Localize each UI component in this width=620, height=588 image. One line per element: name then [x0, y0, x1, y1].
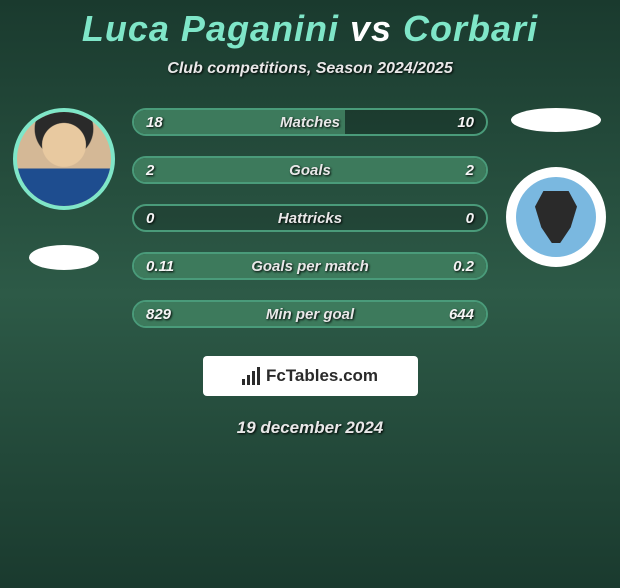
branding-badge: FcTables.com	[203, 356, 418, 396]
player2-name: Corbari	[403, 8, 538, 49]
player1-column	[4, 108, 124, 328]
stats-list: 18 Matches 10 2 Goals 2 0 Hattricks 0 0.11 Goals p…	[124, 108, 496, 328]
stat-value-left: 2	[146, 162, 154, 179]
stat-row: 829 Min per goal 644	[132, 300, 488, 328]
chart-icon	[242, 367, 260, 385]
stat-value-right: 0	[466, 210, 474, 227]
stat-value-left: 0	[146, 210, 154, 227]
stat-fill-left	[134, 158, 310, 182]
subtitle: Club competitions, Season 2024/2025	[0, 60, 620, 78]
stat-label: Goals per match	[251, 258, 369, 275]
stat-label: Matches	[280, 114, 340, 131]
stat-row: 18 Matches 10	[132, 108, 488, 136]
stat-row: 0.11 Goals per match 0.2	[132, 252, 488, 280]
player1-avatar	[13, 108, 115, 210]
vs-label: vs	[350, 8, 392, 49]
player1-name: Luca Paganini	[82, 8, 339, 49]
stat-value-left: 829	[146, 306, 171, 323]
player1-club-badge	[29, 245, 99, 270]
comparison-title: Luca Paganini vs Corbari	[0, 8, 620, 50]
comparison-body: 18 Matches 10 2 Goals 2 0 Hattricks 0 0.11 Goals p…	[0, 108, 620, 328]
player2-top-badge	[511, 108, 601, 132]
stat-value-right: 2	[466, 162, 474, 179]
stat-fill-right	[310, 158, 486, 182]
date-label: 19 december 2024	[0, 418, 620, 438]
branding-text: FcTables.com	[266, 366, 378, 386]
player2-column	[496, 108, 616, 328]
stat-value-right: 0.2	[453, 258, 474, 275]
stat-label: Goals	[289, 162, 331, 179]
stat-value-left: 18	[146, 114, 163, 131]
stat-value-right: 644	[449, 306, 474, 323]
player2-club-badge	[506, 167, 606, 267]
stat-value-left: 0.11	[146, 258, 174, 275]
stat-row: 2 Goals 2	[132, 156, 488, 184]
stat-row: 0 Hattricks 0	[132, 204, 488, 232]
stat-label: Hattricks	[278, 210, 342, 227]
stat-value-right: 10	[457, 114, 474, 131]
stat-label: Min per goal	[266, 306, 354, 323]
